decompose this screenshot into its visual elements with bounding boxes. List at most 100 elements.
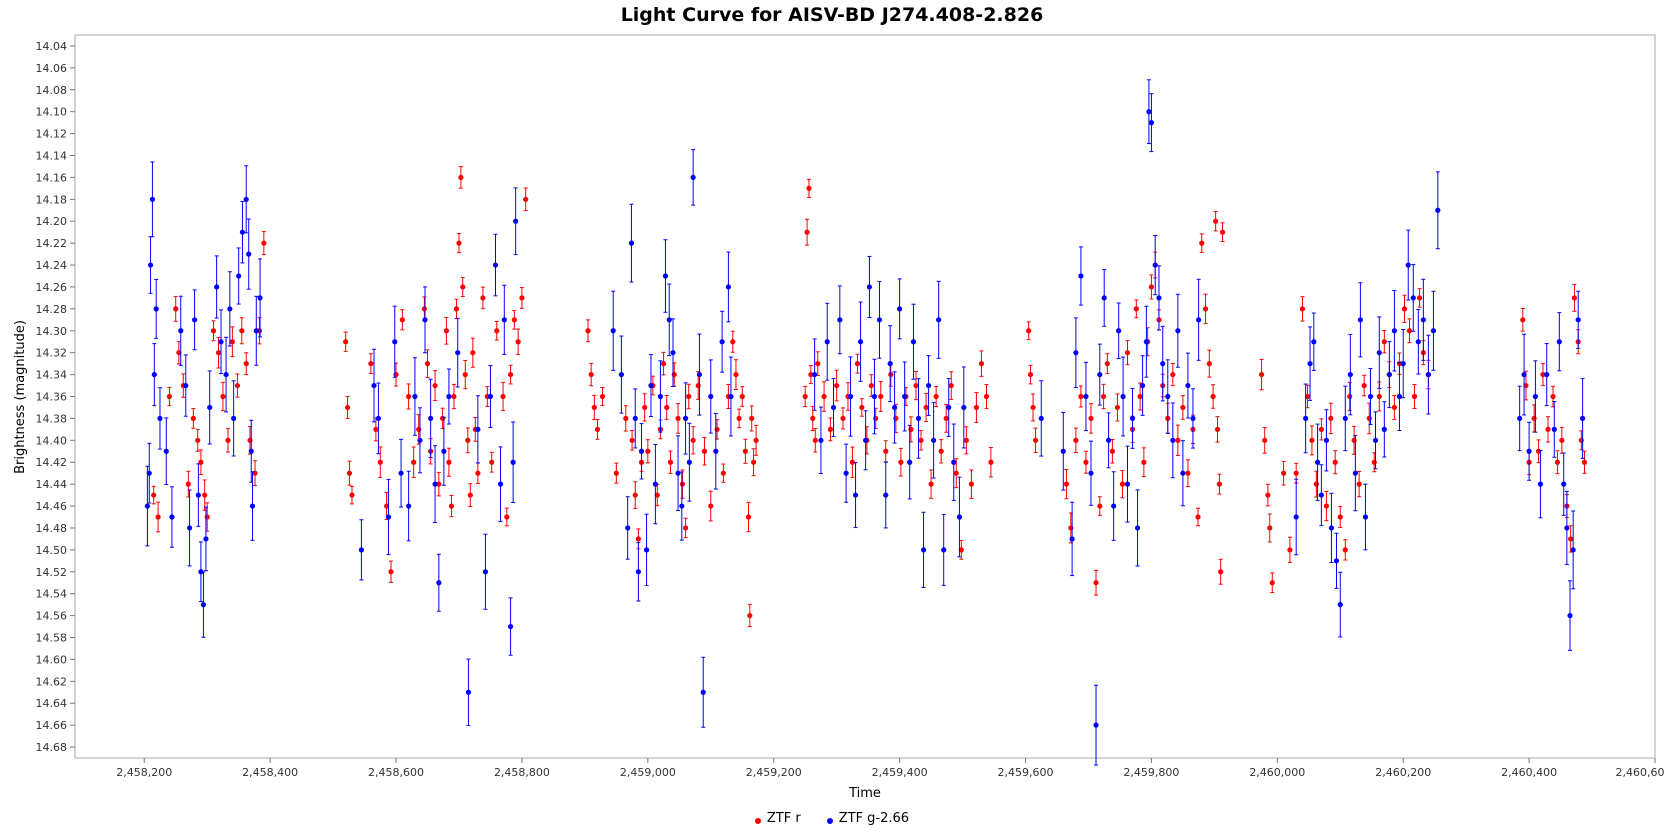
data-point	[1366, 415, 1372, 422]
data-point	[648, 382, 654, 389]
data-point	[1038, 415, 1044, 422]
x-tick-label: 2,460,200	[1375, 766, 1431, 779]
data-point	[1287, 547, 1293, 553]
data-point	[1337, 514, 1343, 520]
data-point	[1381, 426, 1387, 432]
data-point	[465, 437, 471, 443]
data-point	[412, 393, 418, 400]
data-point	[1216, 481, 1222, 487]
data-point	[1367, 393, 1374, 400]
data-point	[146, 470, 152, 476]
data-point	[1347, 393, 1353, 400]
y-tick-label: 14.66	[36, 719, 68, 732]
data-point	[725, 284, 732, 290]
data-point	[1202, 306, 1209, 312]
data-point	[1143, 339, 1149, 345]
data-point	[1568, 536, 1574, 542]
data-point	[1196, 317, 1202, 323]
data-point	[210, 328, 217, 334]
data-point	[730, 339, 736, 345]
data-point	[421, 306, 427, 312]
data-point	[482, 569, 489, 575]
data-point	[480, 295, 486, 301]
data-point	[393, 371, 399, 378]
data-point	[388, 569, 394, 575]
data-point	[436, 481, 442, 487]
data-point	[1133, 306, 1139, 312]
data-point	[236, 273, 242, 279]
data-point	[1141, 459, 1147, 465]
data-point	[1101, 295, 1107, 301]
data-point	[1411, 393, 1418, 400]
data-point	[883, 448, 889, 454]
data-point	[1281, 470, 1287, 476]
data-point	[207, 404, 213, 411]
data-point	[1318, 492, 1324, 498]
data-point	[1165, 393, 1171, 400]
data-point	[1531, 415, 1537, 422]
data-point	[1425, 371, 1431, 378]
y-tick-label: 14.20	[36, 215, 68, 228]
data-point	[961, 404, 967, 411]
data-point	[849, 459, 856, 465]
y-tick-label: 14.16	[36, 171, 68, 184]
y-tick-label: 14.50	[36, 544, 68, 557]
data-point	[1520, 317, 1526, 323]
data-point	[948, 382, 954, 389]
data-point	[1304, 393, 1311, 400]
data-point	[973, 404, 980, 411]
data-point	[1307, 361, 1313, 367]
data-point	[983, 393, 990, 400]
data-point	[1313, 481, 1319, 487]
y-tick-label: 14.64	[36, 697, 68, 710]
data-point	[1540, 371, 1546, 378]
data-point	[1564, 525, 1570, 531]
data-point	[1396, 393, 1403, 400]
data-point	[713, 448, 719, 454]
data-point	[1342, 415, 1348, 422]
data-point	[1170, 437, 1176, 443]
x-tick-label: 2,459,200	[746, 766, 802, 779]
data-point	[1213, 218, 1219, 224]
data-point	[1376, 350, 1382, 356]
data-point	[657, 393, 664, 400]
data-point	[195, 437, 201, 443]
data-point	[1111, 503, 1117, 509]
legend-item-ztf-r: ZTF r	[754, 811, 801, 826]
data-point	[1391, 404, 1397, 411]
data-point	[1114, 404, 1121, 411]
data-point	[1078, 393, 1084, 400]
data-point	[1083, 393, 1089, 400]
data-point	[1265, 492, 1271, 498]
data-point	[1575, 317, 1581, 323]
data-point	[599, 393, 606, 400]
data-point	[1160, 361, 1166, 367]
data-point	[149, 196, 156, 202]
data-point	[346, 470, 353, 476]
y-tick-label: 14.48	[36, 522, 68, 535]
data-point	[198, 569, 204, 575]
data-point	[513, 218, 519, 224]
data-point	[708, 503, 714, 509]
data-point	[1314, 459, 1321, 465]
data-point	[1180, 404, 1186, 411]
legend-label-ztf-g: ZTF g-2.66	[838, 811, 910, 826]
data-point	[1100, 393, 1107, 400]
data-point	[1401, 306, 1408, 312]
x-tick-label: 2,459,600	[998, 766, 1054, 779]
data-point	[204, 514, 210, 520]
data-point	[202, 492, 208, 498]
data-point	[1262, 437, 1268, 443]
data-point	[443, 328, 449, 334]
data-point	[664, 404, 670, 411]
data-point	[249, 503, 256, 509]
data-point	[1303, 415, 1309, 422]
x-tick-label: 2,458,600	[368, 766, 424, 779]
y-tick-label: 14.04	[36, 40, 68, 53]
data-point	[635, 536, 641, 542]
plot-area	[74, 34, 1656, 759]
y-tick-label: 14.24	[36, 259, 68, 272]
y-tick-label: 14.30	[36, 325, 68, 338]
data-point	[1357, 317, 1364, 323]
data-point	[1376, 393, 1382, 400]
